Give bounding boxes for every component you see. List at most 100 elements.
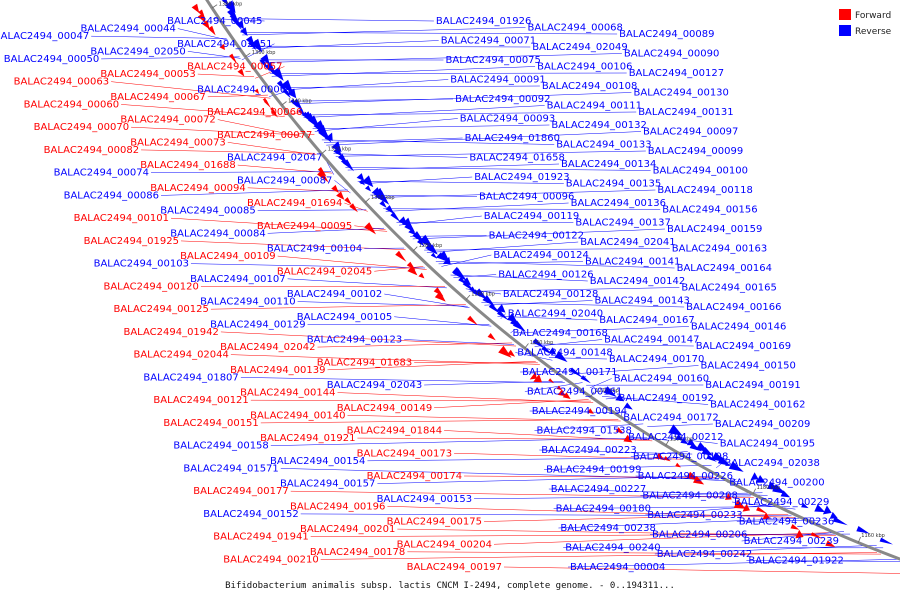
leader-line xyxy=(297,301,468,307)
leader-line xyxy=(101,56,240,60)
gene-label: BALAC2494_00200 xyxy=(729,478,824,489)
gene-label: BALAC2494_00110 xyxy=(200,297,295,308)
gene-label: BALAC2494_02045 xyxy=(277,266,372,277)
gene-label: BALAC2494_00120 xyxy=(103,281,198,292)
leader-line xyxy=(383,208,661,210)
leader-line xyxy=(441,254,492,267)
gene-feature xyxy=(756,475,766,483)
leader-line xyxy=(270,437,648,446)
gene-label: BALAC2494_00178 xyxy=(310,547,405,558)
gene-feature xyxy=(191,3,200,14)
tick-mark xyxy=(245,52,251,57)
gene-feature xyxy=(706,454,717,462)
gene-feature xyxy=(356,173,365,181)
leader-line xyxy=(121,104,285,117)
gene-feature xyxy=(580,375,591,384)
gene-label: BALAC2494_00097 xyxy=(643,127,738,138)
gene-feature xyxy=(342,159,354,172)
leader-line xyxy=(207,94,268,98)
gene-labels: BALAC2494_00045BALAC2494_00044BALAC2494_… xyxy=(0,16,844,573)
gene-label: BALAC2494_00053 xyxy=(100,69,195,80)
gene-feature xyxy=(668,424,683,436)
leader-line xyxy=(529,410,627,413)
gene-label: BALAC2494_00180 xyxy=(556,504,651,515)
leader-line xyxy=(558,517,814,529)
position-ticks: 1380 kbp 1360 kbp 1340 kbp 1320 kbp 1300 kbp… xyxy=(211,2,885,543)
gene-label: BALAC2494_00148 xyxy=(517,348,612,359)
gene-feature xyxy=(390,211,401,222)
gene-label: BALAC2494_01658 xyxy=(469,153,564,164)
gene-feature xyxy=(408,227,416,236)
gene-label: BALAC2494_00174 xyxy=(367,471,462,482)
tick-label: 1360 kbp xyxy=(252,50,276,56)
gene-label: BALAC2494_00223 xyxy=(541,445,636,456)
gene-feature xyxy=(733,499,746,509)
tick-mark xyxy=(321,149,327,155)
gene-label: BALAC2494_00060 xyxy=(24,99,119,110)
gene-label: BALAC2494_00150 xyxy=(701,361,796,372)
gene-feature xyxy=(488,303,502,315)
gene-label: BALAC2494_00090 xyxy=(624,49,719,60)
gene-label: BALAC2494_00173 xyxy=(357,448,452,459)
gene-label: BALAC2494_00156 xyxy=(662,205,757,216)
leader-line xyxy=(484,300,593,306)
gene-feature xyxy=(655,453,666,461)
leader-line xyxy=(247,187,350,192)
gene-feature xyxy=(292,98,304,112)
tick-label: 1260 kbp xyxy=(471,292,495,298)
tick-label: 1320 kbp xyxy=(328,147,352,153)
tick-label: 1340 kbp xyxy=(288,98,312,104)
gene-label: BALAC2494_00066 xyxy=(207,107,302,118)
gene-label: BALAC2494_00239 xyxy=(744,536,839,547)
leader-line xyxy=(412,228,665,240)
gene-label: BALAC2494_00142 xyxy=(590,276,685,287)
gene-feature xyxy=(236,20,244,30)
gene-label: BALAC2494_02043 xyxy=(327,380,422,391)
gene-feature xyxy=(680,437,689,445)
gene-label: BALAC2494_00133 xyxy=(556,140,651,151)
gene-label: BALAC2494_00140 xyxy=(250,410,345,421)
leader-line xyxy=(217,119,301,137)
leader-line xyxy=(510,329,515,334)
gene-label: BALAC2494_01688 xyxy=(140,160,235,171)
tick-mark xyxy=(211,4,218,9)
gene-label: BALAC2494_00091 xyxy=(450,75,545,86)
gene-feature xyxy=(362,175,374,188)
gene-label: BALAC2494_01941 xyxy=(213,532,308,543)
gene-feature xyxy=(271,109,278,118)
gene-label: BALAC2494_02038 xyxy=(725,458,820,469)
gene-feature xyxy=(856,526,870,534)
gene-feature xyxy=(825,540,836,547)
gene-label: BALAC2494_00044 xyxy=(80,24,175,35)
gene-feature xyxy=(822,505,832,515)
gene-label: BALAC2494_00210 xyxy=(223,554,318,565)
leader-line xyxy=(474,495,751,499)
gene-feature xyxy=(207,25,216,36)
gene-feature xyxy=(467,315,478,326)
gene-feature xyxy=(557,389,566,397)
gene-label: BALAC2494_00164 xyxy=(677,263,772,274)
gene-feature xyxy=(728,461,744,472)
gene-feature xyxy=(250,38,263,53)
gene-feature xyxy=(221,0,229,6)
gene-label: BALAC2494_02041 xyxy=(580,237,675,248)
gene-feature xyxy=(260,53,270,65)
gene-label: BALAC2494_00119 xyxy=(484,211,579,222)
gene-label: BALAC2494_00238 xyxy=(560,523,655,534)
gene-label: BALAC2494_00121 xyxy=(153,395,248,406)
gene-label: BALAC2494_00198 xyxy=(633,452,728,463)
tick-label: 1220 kbp xyxy=(595,388,619,394)
gene-label: BALAC2494_00071 xyxy=(441,36,536,47)
gene-feature xyxy=(724,493,732,500)
gene-label: BALAC2494_00082 xyxy=(44,145,139,156)
gene-label: BALAC2494_00169 xyxy=(696,341,791,352)
leader-line xyxy=(310,533,833,537)
gene-label: BALAC2494_00166 xyxy=(686,302,781,313)
leader-line xyxy=(345,167,651,171)
gene-feature xyxy=(344,197,352,205)
tick-label: 1300 kbp xyxy=(371,195,395,201)
gene-feature xyxy=(532,338,546,349)
gene-label: BALAC2494_00095 xyxy=(257,221,352,232)
gene-label: BALAC2494_00212 xyxy=(628,432,723,443)
